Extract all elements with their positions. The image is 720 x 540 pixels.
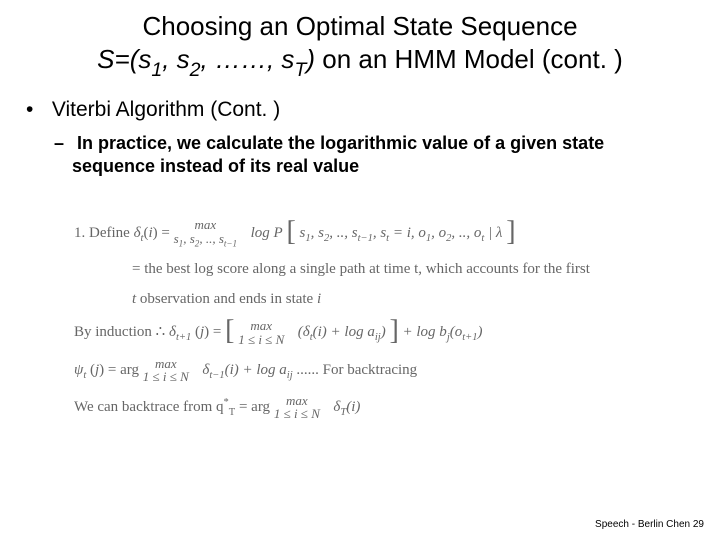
r3-i: i	[317, 291, 321, 307]
r1-max-stack: max s1, s2, .., st−1	[174, 218, 238, 249]
bullet-level2: In practice, we calculate the logarithmi…	[30, 132, 720, 177]
r6-lead: We can backtrace from q	[74, 399, 224, 415]
r6-max: max	[274, 394, 320, 408]
bullet1-text: Viterbi Algorithm (Cont. )	[52, 98, 280, 121]
r4-tail: + log bj(ot+1)	[403, 324, 483, 340]
math-row-1: 1. Define δt(i) = max s1, s2, .., st−1 l…	[74, 218, 674, 249]
r4-j: (j) =	[195, 324, 225, 340]
bullet-level1: Viterbi Algorithm (Cont. )	[30, 98, 720, 122]
r4-maxover: 1 ≤ i ≤ N	[238, 333, 284, 347]
math-row-5: ψt (j) = arg max 1 ≤ i ≤ N δt−1(i) + log…	[74, 357, 674, 384]
title-sub-2: 2	[190, 59, 201, 81]
title-paren: )	[306, 44, 315, 74]
r1-def: 1. Define	[74, 225, 134, 241]
r4-max: max	[238, 319, 284, 333]
footer-text: Speech - Berlin Chen	[595, 519, 693, 530]
math-row-6: We can backtrace from q*T = arg max 1 ≤ …	[74, 394, 674, 421]
r4-delta: δt+1	[169, 324, 191, 340]
r6-maxover: 1 ≤ i ≤ N	[274, 407, 320, 421]
slide: Choosing an Optimal State Sequence S=(s1…	[0, 0, 720, 540]
title-sub-T: T	[294, 59, 306, 81]
r5-psi: ψt	[74, 362, 86, 378]
title-seq-prefix: S=(s	[97, 44, 151, 74]
r1-eq: (i) =	[143, 225, 173, 241]
math-row-2: = the best log score along a single path…	[74, 259, 692, 279]
footer: Speech - Berlin Chen 29	[595, 519, 704, 530]
math-block: 1. Define δt(i) = max s1, s2, .., st−1 l…	[74, 218, 674, 431]
r1-maxover: s1, s2, .., st−1	[174, 232, 238, 249]
r6-eq: = arg	[239, 399, 274, 415]
slide-title: Choosing an Optimal State Sequence S=(s1…	[0, 0, 720, 80]
r1-inside: s1, s2, .., st−1, st = i, o1, o2, .., ot…	[300, 225, 503, 241]
r6-T: T	[229, 407, 235, 418]
r1-max: max	[174, 218, 238, 232]
r4-lead: By induction ∴	[74, 324, 169, 340]
title-seq-mid2: , ……, s	[201, 44, 295, 74]
r1-logp: log P	[251, 225, 283, 241]
r2-text: = the best log score along a single path…	[132, 261, 590, 277]
title-line1: Choosing an Optimal State Sequence	[142, 11, 577, 41]
math-row-4: By induction ∴ δt+1 (j) = [ max 1 ≤ i ≤ …	[74, 319, 674, 346]
footer-page: 29	[693, 519, 704, 530]
bullet-list: Viterbi Algorithm (Cont. ) In practice, …	[0, 80, 720, 177]
r4-inner: (δt(i) + log aij)	[298, 324, 386, 340]
r5-body: δt−1(i) + log aij	[202, 362, 292, 378]
r6-max-stack: max 1 ≤ i ≤ N	[274, 394, 320, 421]
r3-t: t	[132, 291, 136, 307]
r4-rbr: ]	[389, 318, 398, 343]
r4-lbr: [	[225, 318, 234, 343]
title-suffix: on an HMM Model (cont. )	[315, 44, 623, 74]
r5-j: (j) = arg	[90, 362, 143, 378]
title-seq-mid1: , s	[162, 44, 189, 74]
r5-tail: ...... For backtracing	[296, 362, 417, 378]
r5-max: max	[143, 357, 189, 371]
r6-body: δT(i)	[333, 399, 360, 415]
r1-rbr: ]	[506, 219, 515, 244]
r5-maxover: 1 ≤ i ≤ N	[143, 370, 189, 384]
bullet2-text: In practice, we calculate the logarithmi…	[72, 133, 604, 176]
math-row-3: t observation and ends in state i	[74, 289, 674, 309]
r3-text: observation and ends in state	[140, 291, 317, 307]
title-sub-1: 1	[151, 59, 162, 81]
r4-max-stack: max 1 ≤ i ≤ N	[238, 319, 284, 346]
r5-max-stack: max 1 ≤ i ≤ N	[143, 357, 189, 384]
r1-lbr: [	[286, 219, 295, 244]
r1-delta: δt	[134, 225, 144, 241]
